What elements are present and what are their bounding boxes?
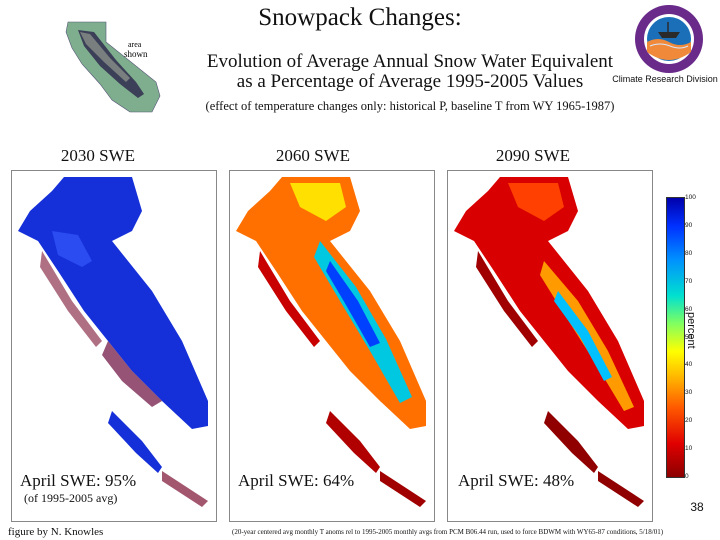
subtitle-line-1: Evolution of Average Annual Snow Water E… — [206, 51, 614, 72]
colorbar-tick-label: 30 — [685, 389, 693, 397]
page-number: 38 — [680, 496, 714, 518]
panel-title-2030: 2030 SWE — [60, 146, 136, 165]
colorbar-tick-label: 0 — [685, 473, 689, 480]
swe-map-2090 — [447, 170, 653, 522]
colorbar-tick-label: 90 — [685, 221, 693, 229]
stat-2060-april-swe: April SWE: 64% — [238, 471, 355, 490]
page-title: Snowpack Changes: — [258, 4, 462, 31]
colorbar — [666, 197, 685, 478]
colorbar-tick-label: 70 — [685, 277, 693, 285]
method-note: (20-year centered avg monthly T anoms re… — [232, 528, 664, 536]
logo-caption: Climate Research Division — [612, 74, 718, 84]
swe-map-2030 — [11, 170, 217, 522]
subtitle-note: (effect of temperature changes only: his… — [205, 99, 615, 113]
colorbar-label: percent — [685, 312, 697, 349]
colorbar-tick-label: 50 — [685, 333, 693, 341]
colorbar-tick-label: 20 — [685, 417, 693, 425]
stat-2030-april-swe: April SWE: 95% — [20, 471, 137, 490]
figure-credit: figure by N. Knowles — [8, 526, 104, 538]
institution-seal-logo — [635, 5, 703, 73]
inset-label-area: area — [128, 40, 142, 49]
colorbar-tick-label: 40 — [685, 361, 693, 369]
subtitle-line-2: as a Percentage of Average 1995-2005 Val… — [236, 71, 584, 92]
panel-title-2090: 2090 SWE — [495, 146, 571, 165]
colorbar-tick-label: 100 — [685, 194, 696, 201]
swe-map-2060 — [229, 170, 435, 522]
colorbar-tick-label: 10 — [685, 445, 693, 453]
inset-label-shown: shown — [124, 49, 148, 59]
colorbar-tick-label: 60 — [685, 305, 693, 313]
panel-title-2060: 2060 SWE — [275, 146, 351, 165]
colorbar-tick-label: 80 — [685, 249, 693, 257]
california-inset-map: area shown — [65, 21, 161, 113]
stat-2030-note: (of 1995-2005 avg) — [24, 491, 118, 505]
stat-2090-april-swe: April SWE: 48% — [458, 471, 575, 490]
